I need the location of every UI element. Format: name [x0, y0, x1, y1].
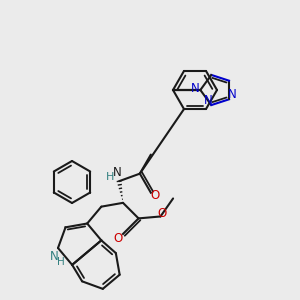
- Text: N: N: [228, 88, 236, 101]
- Text: O: O: [113, 232, 123, 245]
- Text: N: N: [204, 94, 213, 106]
- Text: O: O: [150, 189, 160, 202]
- Text: H: H: [106, 172, 114, 182]
- Text: N: N: [50, 250, 58, 262]
- Text: O: O: [158, 207, 167, 220]
- Text: N: N: [113, 166, 122, 179]
- Text: N: N: [191, 82, 200, 94]
- Text: H: H: [57, 257, 65, 267]
